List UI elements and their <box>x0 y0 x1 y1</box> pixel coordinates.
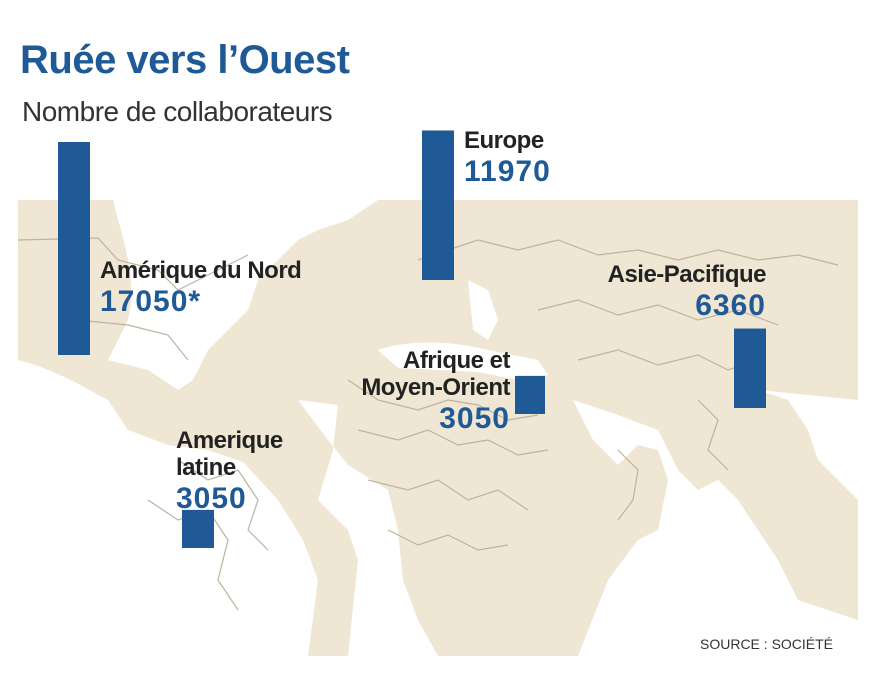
world-map-background <box>18 200 858 656</box>
source-note: SOURCE : SOCIÉTÉ <box>700 636 834 652</box>
category-label: Europe <box>464 127 544 154</box>
label-amerique-latine: Amerique latine 3050 <box>176 427 306 515</box>
value-label: 11970 <box>464 154 551 188</box>
label-asie-pacifique: Asie-Pacifique 6360 <box>594 261 767 322</box>
category-label: Afrique et Moyen-Orient <box>361 347 510 401</box>
world-map-shapes <box>18 200 858 656</box>
value-label: 3050 <box>439 401 510 435</box>
category-label: Asie-Pacifique <box>607 261 767 288</box>
value-label: 3050 <box>176 481 247 515</box>
label-amerique-du-nord: Amérique du Nord 17050* <box>100 257 302 318</box>
bar-amerique-latine <box>182 509 214 548</box>
bar-asie-pacifique <box>734 328 766 408</box>
bar-europe <box>422 130 454 280</box>
chart-title: Ruée vers l’Ouest <box>20 38 350 82</box>
bar-afrique-moyen-orient <box>515 375 545 414</box>
category-label: Amérique du Nord <box>100 257 302 284</box>
chart-subtitle: Nombre de collaborateurs <box>22 96 333 127</box>
category-label: Amerique latine <box>176 427 283 481</box>
label-europe: Europe 11970 <box>464 127 551 188</box>
value-label: 6360 <box>695 288 766 322</box>
bar-amerique-du-nord <box>58 142 90 355</box>
label-afrique-moyen-orient: Afrique et Moyen-Orient 3050 <box>340 347 510 435</box>
value-label: 17050* <box>100 284 202 318</box>
